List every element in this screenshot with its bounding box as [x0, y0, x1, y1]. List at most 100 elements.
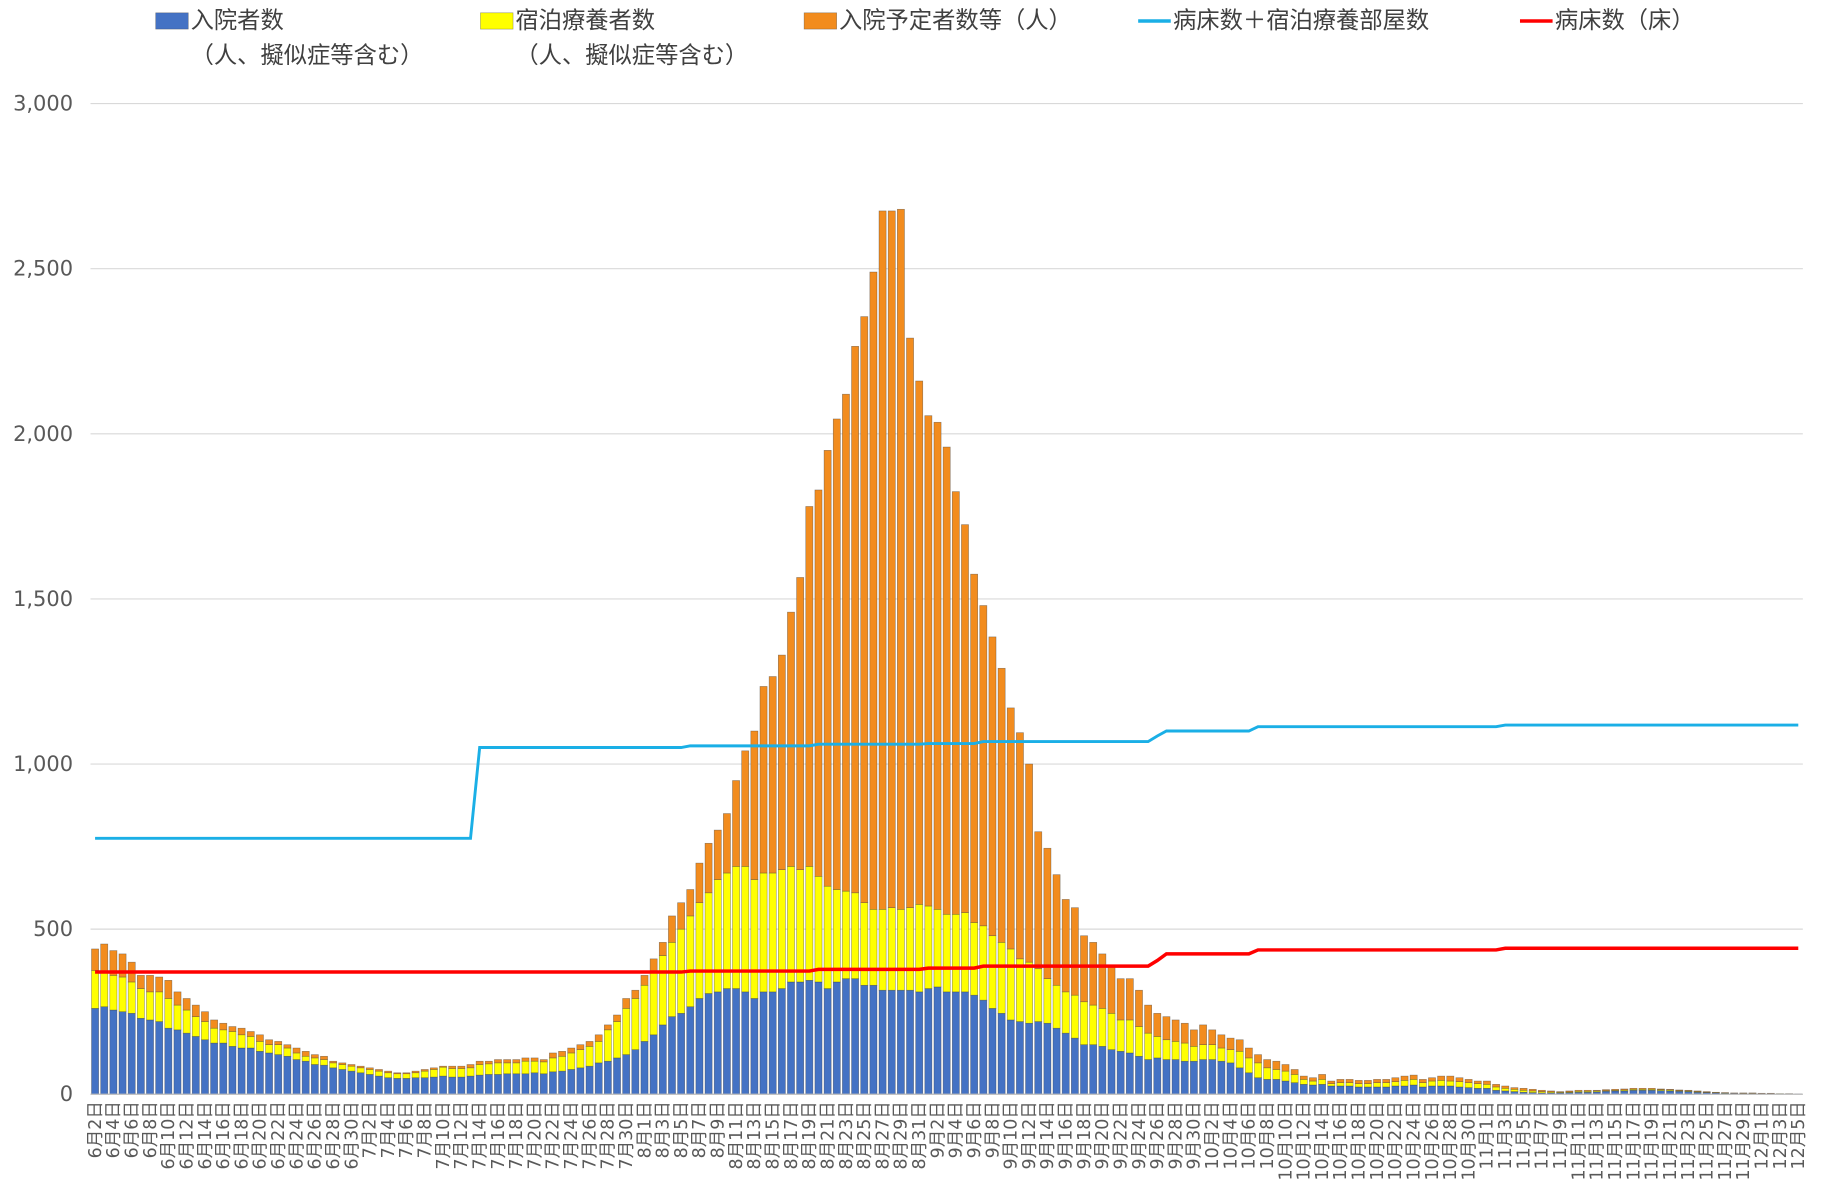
bar-segment	[1263, 1067, 1272, 1080]
bar-segment	[283, 1055, 292, 1095]
bar-segment	[411, 1072, 420, 1079]
bar-segment	[1144, 1004, 1152, 1034]
bar-segment	[924, 988, 933, 1095]
bar-segment	[649, 1034, 658, 1095]
bar-segment	[1309, 1084, 1317, 1095]
bar-segment	[1244, 1047, 1253, 1059]
bar-segment	[1354, 1080, 1363, 1084]
bar-segment	[1464, 1082, 1473, 1088]
x-tick-label: 9月28日	[1166, 1101, 1186, 1169]
bar-segment	[878, 989, 887, 1095]
legend-item: 入院者数 （人、擬似症等含む）	[191, 6, 424, 69]
bar-segment	[814, 981, 823, 1095]
bar-segment	[1583, 1089, 1592, 1092]
bar-segment	[466, 1075, 475, 1095]
x-tick-label: 8月3日	[654, 1101, 674, 1158]
x-tick-label: 10月16日	[1331, 1101, 1351, 1180]
bar-segment	[951, 913, 960, 993]
bar-segment	[393, 1073, 402, 1079]
bar-segment	[1272, 1079, 1281, 1095]
bar-segment	[933, 909, 942, 988]
x-tick-label: 6月16日	[214, 1101, 234, 1169]
bar-segment	[100, 971, 109, 1008]
bar-segment	[1382, 1086, 1391, 1095]
bar-segment	[768, 991, 777, 1095]
x-tick-label: 9月16日	[1057, 1101, 1077, 1169]
bar-segment	[997, 942, 1006, 1014]
bar-segment	[1464, 1087, 1473, 1095]
x-tick-label: 8月1日	[635, 1101, 655, 1158]
bar-segment	[658, 955, 667, 1026]
bar-segment	[1446, 1080, 1455, 1087]
bar-segment	[466, 1067, 475, 1077]
bar-segment	[1125, 1052, 1134, 1095]
bar-segment	[146, 975, 154, 993]
bar-segment	[823, 450, 832, 887]
bar-segment	[439, 1065, 447, 1068]
bar-segment	[420, 1069, 429, 1072]
bar-segment	[146, 1019, 154, 1095]
bar-segment	[686, 889, 695, 917]
bar-segment	[201, 1021, 209, 1041]
bar-segment	[1208, 1044, 1217, 1060]
bar-segment	[796, 577, 805, 870]
bar-segment	[1034, 831, 1043, 970]
bar-segment	[1647, 1087, 1656, 1090]
bar-segment	[210, 1027, 218, 1044]
bar-segment	[136, 988, 145, 1019]
bar-segment	[823, 988, 832, 1095]
bar-segment	[494, 1062, 502, 1075]
bar-segment	[164, 998, 173, 1029]
bar-segment	[1364, 1083, 1372, 1088]
bar-segment	[1235, 1067, 1244, 1095]
bar-segment	[915, 904, 924, 993]
bar-segment	[741, 991, 750, 1095]
bar-segment	[1657, 1088, 1665, 1090]
bar-segment	[347, 1064, 356, 1067]
bar-segment	[1125, 978, 1134, 1021]
bar-segment	[878, 909, 887, 991]
bar-segment	[604, 1029, 612, 1062]
bar-segment	[384, 1077, 392, 1095]
bar-segment	[887, 210, 896, 908]
bar-segment	[1135, 1026, 1143, 1057]
legend-label: 病床数（床）	[1554, 5, 1695, 34]
bar-segment	[1528, 1088, 1537, 1092]
bar-segment	[109, 950, 118, 976]
bar-segment	[805, 866, 814, 981]
bar-segment	[475, 1064, 484, 1076]
x-tick-label: 11月11日	[1569, 1101, 1589, 1180]
bar-segment	[1455, 1086, 1464, 1095]
x-tick-label: 12月5日	[1789, 1101, 1809, 1169]
bar-segment	[924, 905, 933, 989]
bar-segment	[1299, 1079, 1308, 1085]
bar-segment	[1098, 953, 1107, 1009]
bar-segment	[1089, 1044, 1098, 1095]
bar-segment	[1006, 707, 1015, 950]
bar-segment	[1043, 978, 1052, 1024]
bar-segment	[1235, 1051, 1244, 1069]
bar-segment	[384, 1070, 392, 1074]
bar-segment	[466, 1064, 475, 1069]
bar-segment	[237, 1047, 246, 1095]
bar-segment	[173, 991, 182, 1006]
bar-segment	[1190, 1046, 1198, 1062]
bar-segment	[1244, 1057, 1253, 1074]
bar-segment	[1025, 961, 1033, 1024]
bar-segment	[1327, 1080, 1336, 1084]
bar-segment	[924, 415, 933, 907]
x-tick-label: 12月1日	[1752, 1101, 1772, 1169]
x-tick-label: 11月23日	[1679, 1101, 1699, 1180]
bar-segment	[484, 1063, 493, 1075]
bar-segment	[320, 1064, 328, 1095]
bar-segment	[1080, 935, 1088, 1003]
bar-segment	[1492, 1084, 1500, 1088]
bar-segment	[668, 1016, 676, 1095]
bar-segment	[594, 1041, 603, 1064]
bar-segment	[713, 829, 722, 880]
bar-segment	[1345, 1082, 1354, 1087]
bar-segment	[1299, 1084, 1308, 1095]
x-tick-label: 10月28日	[1441, 1101, 1461, 1180]
bar-segment	[961, 524, 969, 913]
bar-segment	[1016, 732, 1024, 960]
